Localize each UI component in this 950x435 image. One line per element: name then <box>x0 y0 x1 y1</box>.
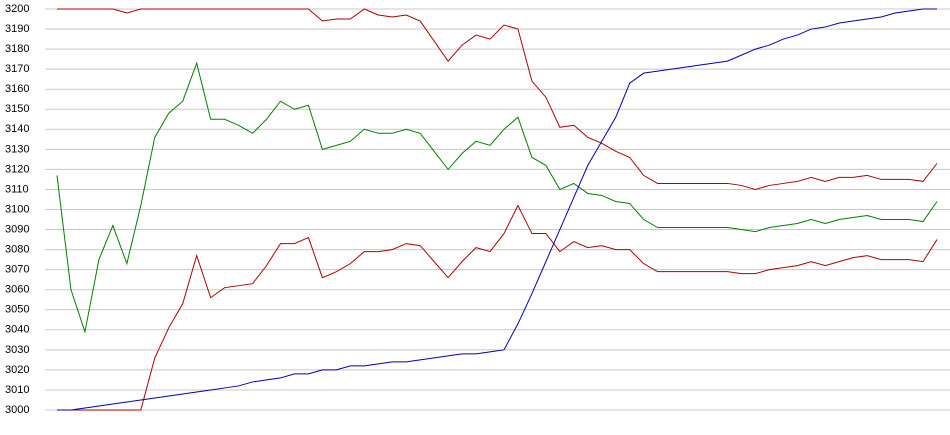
y-tick-label: 3190 <box>5 23 29 35</box>
y-tick-label: 3200 <box>5 3 29 15</box>
y-tick-label: 3080 <box>5 244 29 256</box>
series-line <box>56 61 938 334</box>
y-tick-label: 3180 <box>5 43 29 55</box>
y-tick-label: 3040 <box>5 324 29 336</box>
series-line <box>57 204 938 411</box>
y-tick-label: 3130 <box>5 143 29 155</box>
y-tick-label: 3020 <box>5 364 29 376</box>
y-tick-label: 3150 <box>5 103 29 115</box>
y-tick-label: 3160 <box>5 83 29 95</box>
y-tick-label: 3030 <box>5 344 29 356</box>
y-tick-label: 3090 <box>5 223 29 235</box>
y-tick-label: 3170 <box>5 63 29 75</box>
y-tick-label: 3100 <box>5 203 29 215</box>
y-tick-label: 3070 <box>5 264 29 276</box>
y-tick-label: 3010 <box>5 384 29 396</box>
y-tick-label: 3000 <box>5 404 29 416</box>
y-tick-label: 3060 <box>5 284 29 296</box>
y-tick-label: 3050 <box>5 304 29 316</box>
y-tick-label: 3140 <box>5 123 29 135</box>
series-line <box>57 8 938 190</box>
y-tick-label: 3120 <box>5 163 29 175</box>
y-tick-label: 3110 <box>5 183 29 195</box>
series-line <box>57 8 937 411</box>
